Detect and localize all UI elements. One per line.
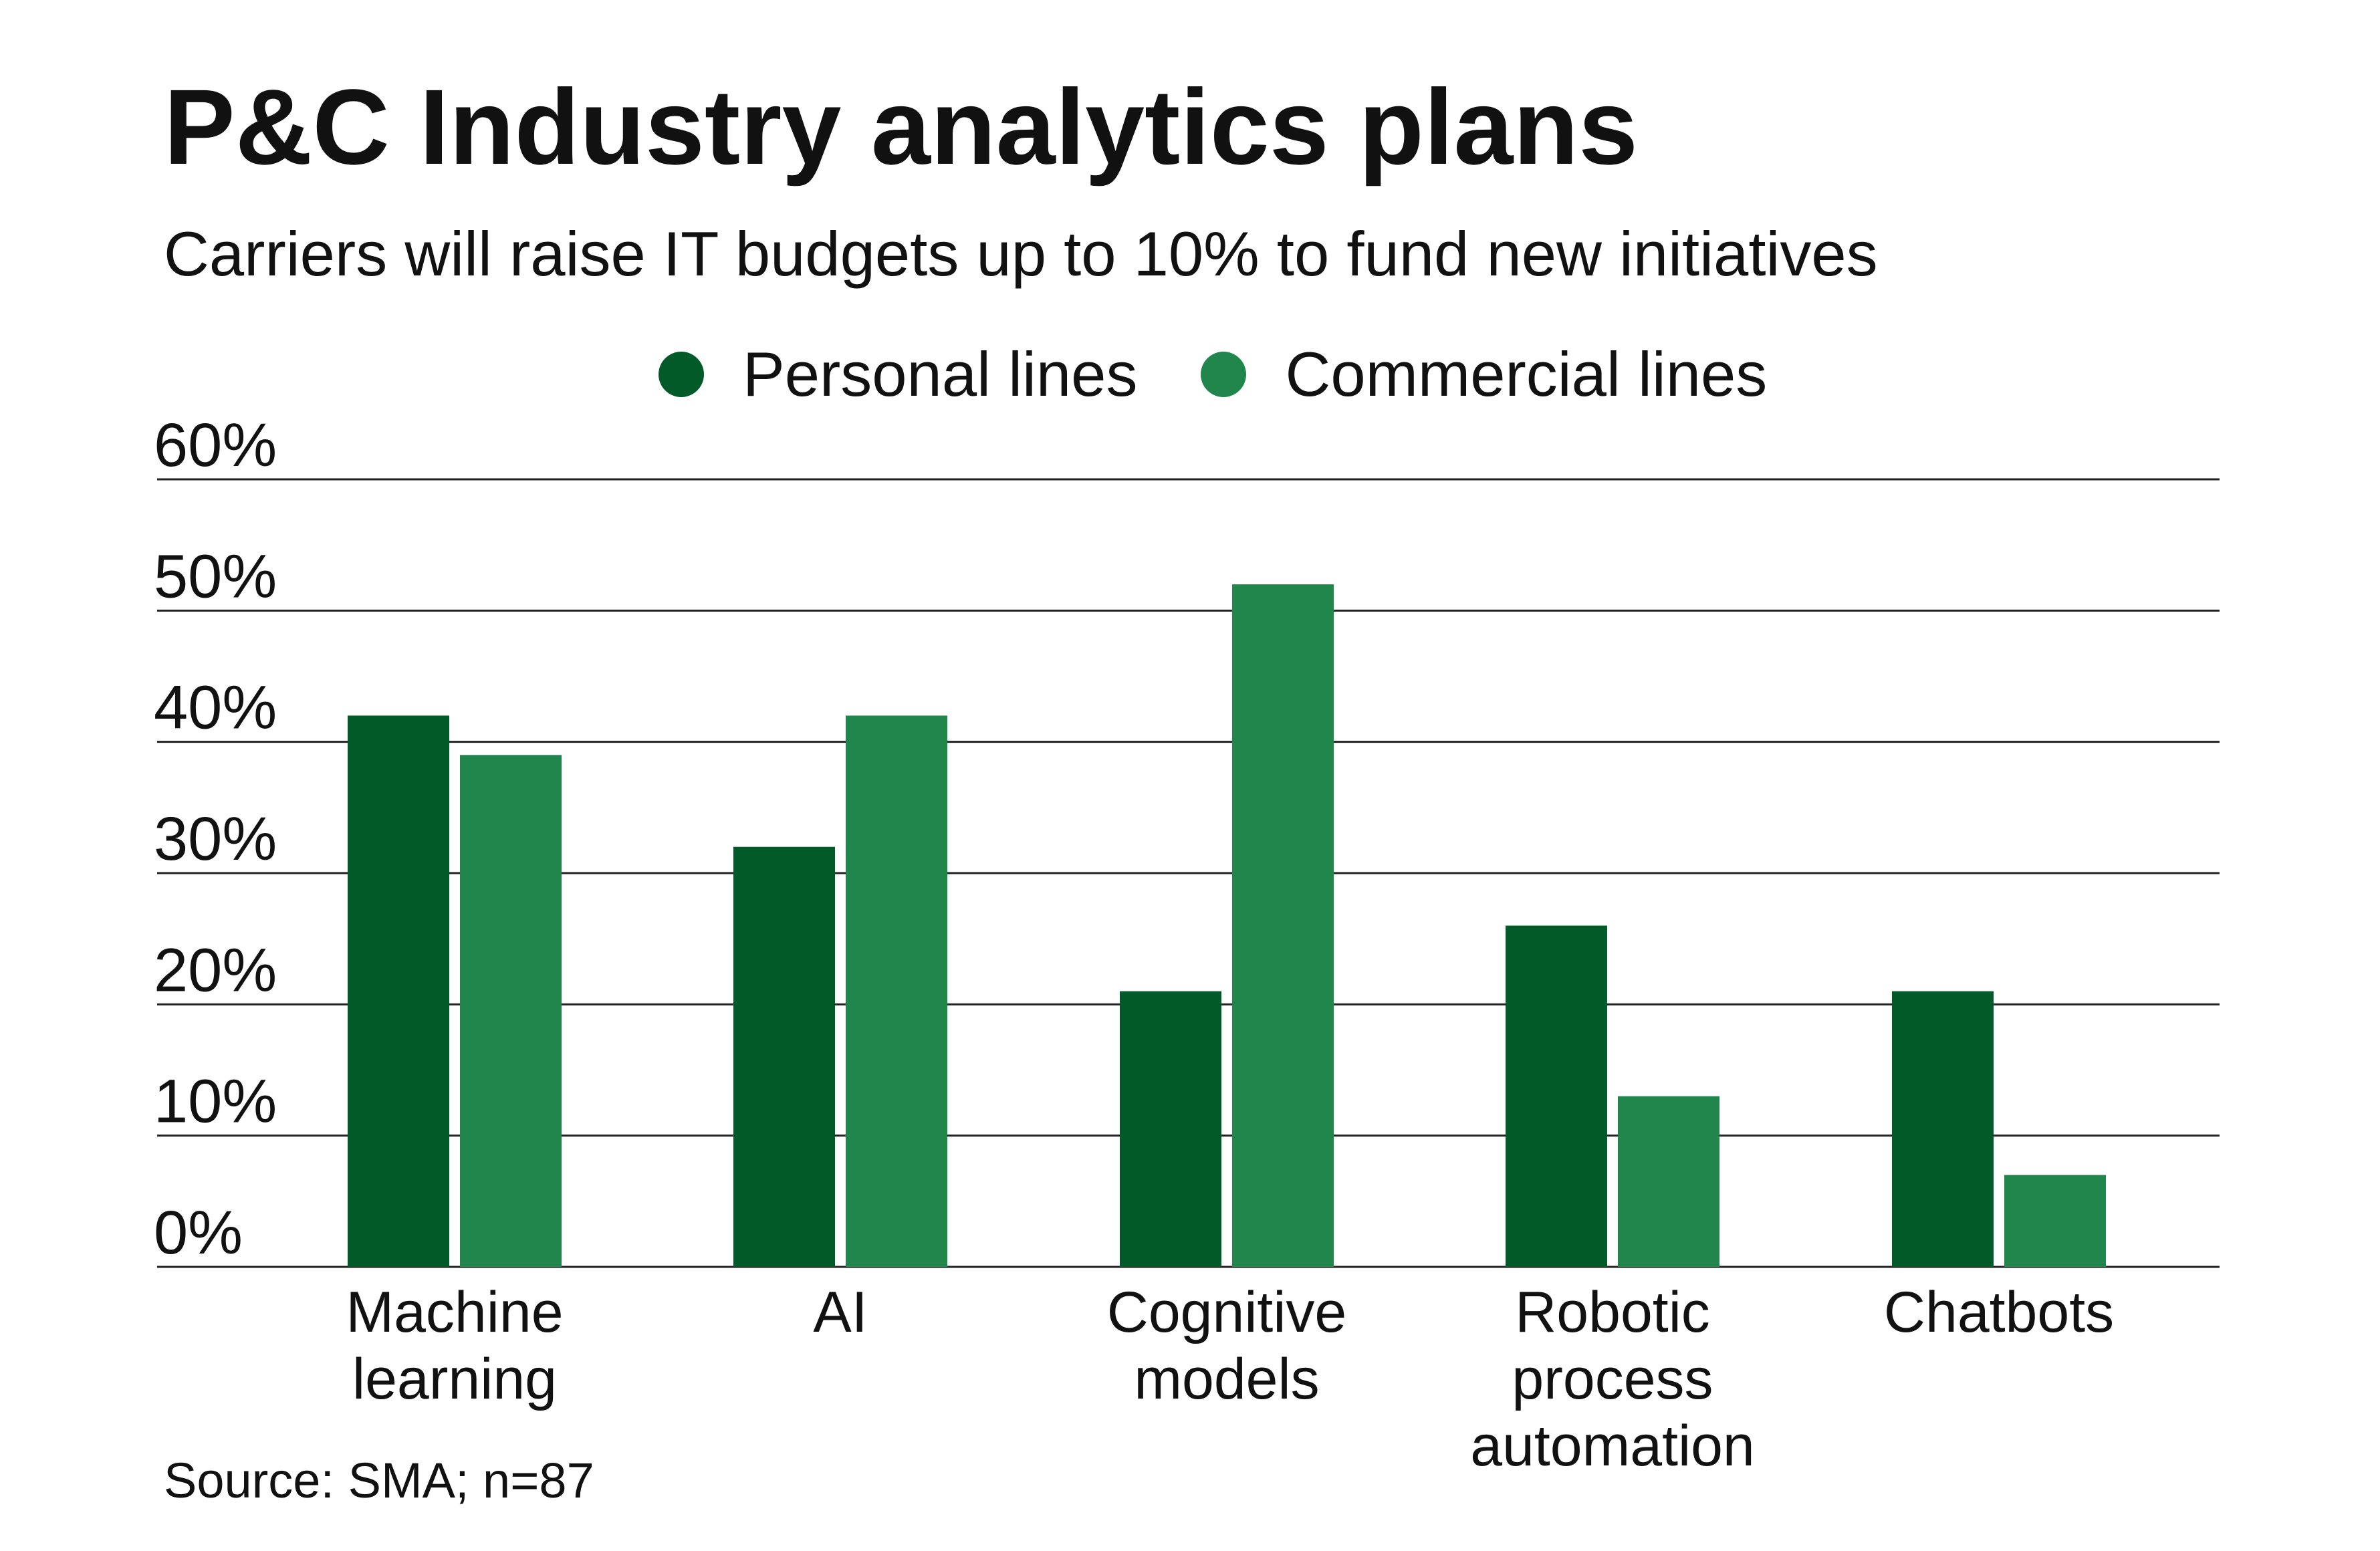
bar-personal [733, 846, 835, 1267]
bar-commercial [846, 715, 947, 1267]
bar-personal [1120, 991, 1221, 1267]
legend: Personal lines Commercial lines [659, 338, 1830, 411]
bar-personal [1506, 925, 1607, 1267]
x-tick-label: Machine learning [346, 1280, 563, 1411]
y-tick-label: 20% [154, 936, 277, 1004]
bar-commercial [460, 755, 562, 1267]
legend-label-commercial: Commercial lines [1285, 339, 1768, 409]
y-tick-label: 0% [154, 1199, 243, 1267]
bar-commercial [1618, 1096, 1719, 1267]
y-tick-label: 40% [154, 674, 277, 742]
bar-commercial [2004, 1175, 2106, 1267]
bar-personal [348, 715, 449, 1267]
source-note: Source: SMA; n=87 [164, 1453, 594, 1508]
bar-personal [1892, 991, 1994, 1267]
legend-swatch-commercial [1201, 352, 1247, 397]
legend-item-personal: Personal lines [659, 338, 1137, 410]
bar-commercial [1232, 584, 1334, 1267]
y-tick-label: 30% [154, 805, 277, 873]
x-tick-label: AI [813, 1280, 867, 1344]
x-tick-label: Cognitive models [1107, 1280, 1347, 1411]
chart-title: P&C Industry analytics plans [164, 67, 1639, 187]
y-tick-label: 10% [154, 1068, 277, 1136]
x-axis-category-labels: Machine learning AI Cognitive models Robotic p… [346, 1280, 2114, 1478]
y-axis-tick-labels: 60% 50% 40% 30% 20% 10% 0% [154, 411, 277, 1267]
legend-swatch-personal [659, 352, 704, 397]
x-tick-label: Robotic process automation [1470, 1280, 1755, 1478]
chart-subtitle: Carriers will raise IT budgets up to 10%… [164, 219, 1878, 289]
legend-label-personal: Personal lines [743, 339, 1138, 409]
legend-item-commercial: Commercial lines [1201, 338, 1767, 410]
y-tick-label: 50% [154, 542, 277, 610]
x-tick-label: Chatbots [1884, 1280, 2114, 1344]
y-tick-label: 60% [154, 411, 277, 479]
bars [348, 584, 2106, 1267]
